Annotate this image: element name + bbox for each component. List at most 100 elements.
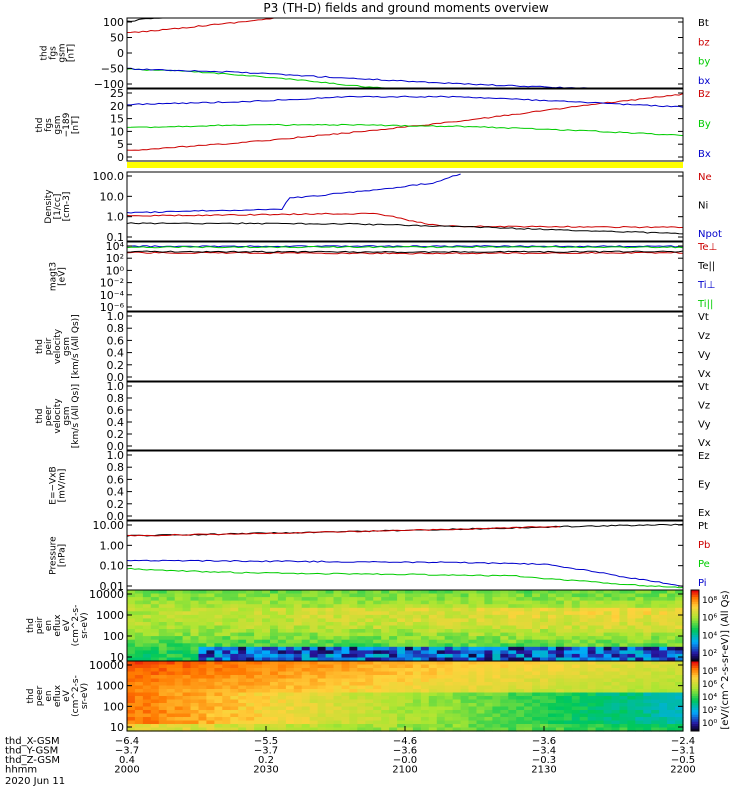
- panel-9-heat-cell: [587, 618, 597, 623]
- panel-9-heat-cell: [214, 646, 223, 651]
- panel-9-colorbar-band: [691, 644, 699, 648]
- panel-9-heat-cell: [397, 600, 406, 605]
- panel-10-heat-cell: [150, 685, 160, 690]
- panel-10-heat-cell: [595, 675, 605, 680]
- panel-9-heat-cell: [460, 590, 470, 595]
- panel-9-heat-cell: [492, 650, 501, 655]
- panel-10-heat-cell: [150, 699, 160, 704]
- panel-10-heat-cell: [595, 710, 605, 715]
- panel-10-heat-cell: [468, 664, 477, 669]
- panel-9-heat-cell: [325, 625, 335, 630]
- x-row-value: −4.6: [393, 736, 417, 747]
- panel-10-heat-cell: [675, 717, 684, 722]
- panel-10-heat-cell: [198, 685, 207, 690]
- panel-10-heat-cell: [484, 675, 493, 680]
- panel-9-heat-cell: [238, 632, 247, 637]
- panel-9-colorbar-tick: 10⁸: [702, 596, 717, 606]
- panel-10-heat-cell: [150, 706, 160, 711]
- panel-9-heat-cell: [460, 639, 470, 644]
- panel-9-heat-cell: [563, 657, 573, 662]
- panel-9-heat-cell: [246, 597, 255, 602]
- panel-10-heat-cell: [325, 675, 335, 680]
- panel-10-heat-cell: [309, 696, 319, 701]
- panel-9-heat-cell: [190, 632, 199, 637]
- panel-10-heat-cell: [166, 717, 176, 722]
- panel-10-heat-cell: [420, 675, 430, 680]
- panel-10-heat-cell: [619, 678, 628, 683]
- panel-9-heat-cell: [190, 629, 199, 634]
- panel-9-heat-cell: [603, 629, 613, 634]
- panel-9-heat-cell: [174, 653, 184, 658]
- x-row-label: thd_Y-GSM: [5, 746, 58, 757]
- panel-9-heat-cell: [460, 611, 470, 616]
- panel-9-heat-cell: [428, 604, 438, 609]
- panel-10-heat-cell: [635, 724, 644, 729]
- panel-10-heat-cell: [548, 706, 557, 711]
- panel-10-heat-cell: [571, 713, 581, 718]
- panel-10-heat-cell: [540, 703, 549, 708]
- panel-10-heat-cell: [182, 699, 192, 704]
- panel-9-heat-cell: [389, 604, 398, 609]
- panel-10-heat-cell: [667, 678, 676, 683]
- panel-9-heat-cell: [397, 607, 406, 612]
- panel-9-heat-cell: [389, 611, 398, 616]
- panel-10-heat-cell: [428, 682, 438, 687]
- panel-10-heat-cell: [373, 699, 382, 704]
- panel-10-heat-cell: [436, 706, 446, 711]
- panel-9-heat-cell: [262, 611, 271, 616]
- panel-9-heat-cell: [190, 618, 199, 623]
- panel-10-heat-cell: [190, 717, 199, 722]
- panel-10-heat-cell: [484, 671, 493, 676]
- panel-9-heat-cell: [301, 614, 311, 619]
- panel-10-heat-cell: [460, 668, 470, 673]
- panel-9-heat-cell: [492, 622, 501, 627]
- panel-9-heat-cell: [230, 618, 239, 623]
- panel-9-heat-cell: [341, 604, 350, 609]
- panel-9-heat-cell: [301, 593, 311, 598]
- panel-10-heat-cell: [492, 682, 501, 687]
- panel-10-heat-cell: [468, 661, 477, 666]
- panel-9-heat-cell: [405, 629, 414, 634]
- panel-9-heat-cell: [333, 653, 342, 658]
- panel-9-heat-cell: [603, 607, 613, 612]
- panel-10-heat-cell: [484, 668, 493, 673]
- panel-9-heat-cell: [317, 653, 327, 658]
- panel-10-heat-cell: [270, 664, 279, 669]
- panel-9-heat-cell: [301, 657, 311, 662]
- panel-9-heat-cell: [397, 657, 406, 662]
- panel-10-heat-cell: [190, 675, 199, 680]
- panel-9-heat-cell: [397, 614, 406, 619]
- panel-9-heat-cell: [301, 600, 311, 605]
- panel-9-heat-cell: [524, 643, 533, 648]
- panel-10-heat-cell: [238, 664, 247, 669]
- panel-10-heat-cell: [420, 713, 430, 718]
- panel-10-heat-cell: [428, 668, 438, 673]
- panel-10-heat-cell: [190, 720, 199, 725]
- panel-9-heat-cell: [659, 593, 668, 598]
- panel-10-heat-cell: [667, 689, 676, 694]
- panel-10-heat-cell: [516, 720, 525, 725]
- panel-10-heat-cell: [651, 689, 660, 694]
- panel-9-heat-cell: [277, 597, 287, 602]
- panel-10-ylabel: peer: [35, 685, 45, 706]
- panel-9-heat-cell: [627, 643, 636, 648]
- panel-9-heat-cell: [460, 597, 470, 602]
- panel-10-heat-cell: [262, 706, 271, 711]
- panel-9-heat-cell: [142, 625, 152, 630]
- panel-9-heat-cell: [420, 618, 430, 623]
- panel-9-heat-cell: [484, 611, 493, 616]
- panel-9-heat-cell: [548, 593, 557, 598]
- panel-10-heat-cell: [341, 710, 350, 715]
- panel-10-heat-cell: [397, 696, 406, 701]
- panel-9-heat-cell: [341, 625, 350, 630]
- panel-9-heat-cell: [611, 597, 620, 602]
- panel-10-heat-cell: [134, 671, 144, 676]
- panel-10-heat-cell: [150, 724, 160, 729]
- panel-9-heat-cell: [293, 607, 303, 612]
- panel-9-heat-cell: [412, 643, 422, 648]
- panel-8-tick-label: 0.10: [100, 560, 125, 573]
- panel-10-heat-cell: [349, 703, 358, 708]
- panel-10-heat-cell: [452, 675, 462, 680]
- panel-9-heat-cell: [293, 622, 303, 627]
